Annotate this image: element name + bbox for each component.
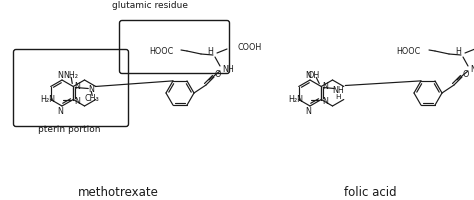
Text: folic acid: folic acid: [344, 186, 396, 199]
Text: H: H: [455, 46, 461, 55]
Text: N: N: [322, 97, 328, 105]
Text: H₂N: H₂N: [288, 95, 303, 103]
Text: H: H: [336, 94, 341, 100]
Text: H: H: [207, 46, 213, 55]
Text: CH₃: CH₃: [85, 94, 100, 102]
Text: methotrexate: methotrexate: [78, 186, 158, 199]
Text: NH₂: NH₂: [63, 71, 78, 80]
Text: N: N: [88, 85, 94, 94]
Text: COOH: COOH: [237, 43, 261, 52]
Text: O: O: [215, 70, 221, 79]
Text: N: N: [305, 71, 311, 80]
Text: N: N: [322, 82, 328, 91]
Text: N: N: [57, 71, 63, 80]
Text: glutamic residue: glutamic residue: [112, 0, 188, 9]
Text: H₂N: H₂N: [40, 95, 55, 103]
Text: pterin portion: pterin portion: [38, 125, 100, 134]
Text: NH: NH: [222, 65, 234, 74]
Text: OH: OH: [307, 71, 319, 80]
Text: HOOC: HOOC: [397, 47, 421, 56]
Text: NH: NH: [470, 65, 474, 74]
Text: N: N: [305, 107, 311, 116]
Text: NH: NH: [332, 86, 344, 95]
Text: N: N: [74, 97, 80, 105]
Text: O: O: [463, 70, 469, 79]
Text: N: N: [74, 82, 80, 91]
Text: HOOC: HOOC: [149, 47, 173, 56]
Text: N: N: [57, 107, 63, 116]
